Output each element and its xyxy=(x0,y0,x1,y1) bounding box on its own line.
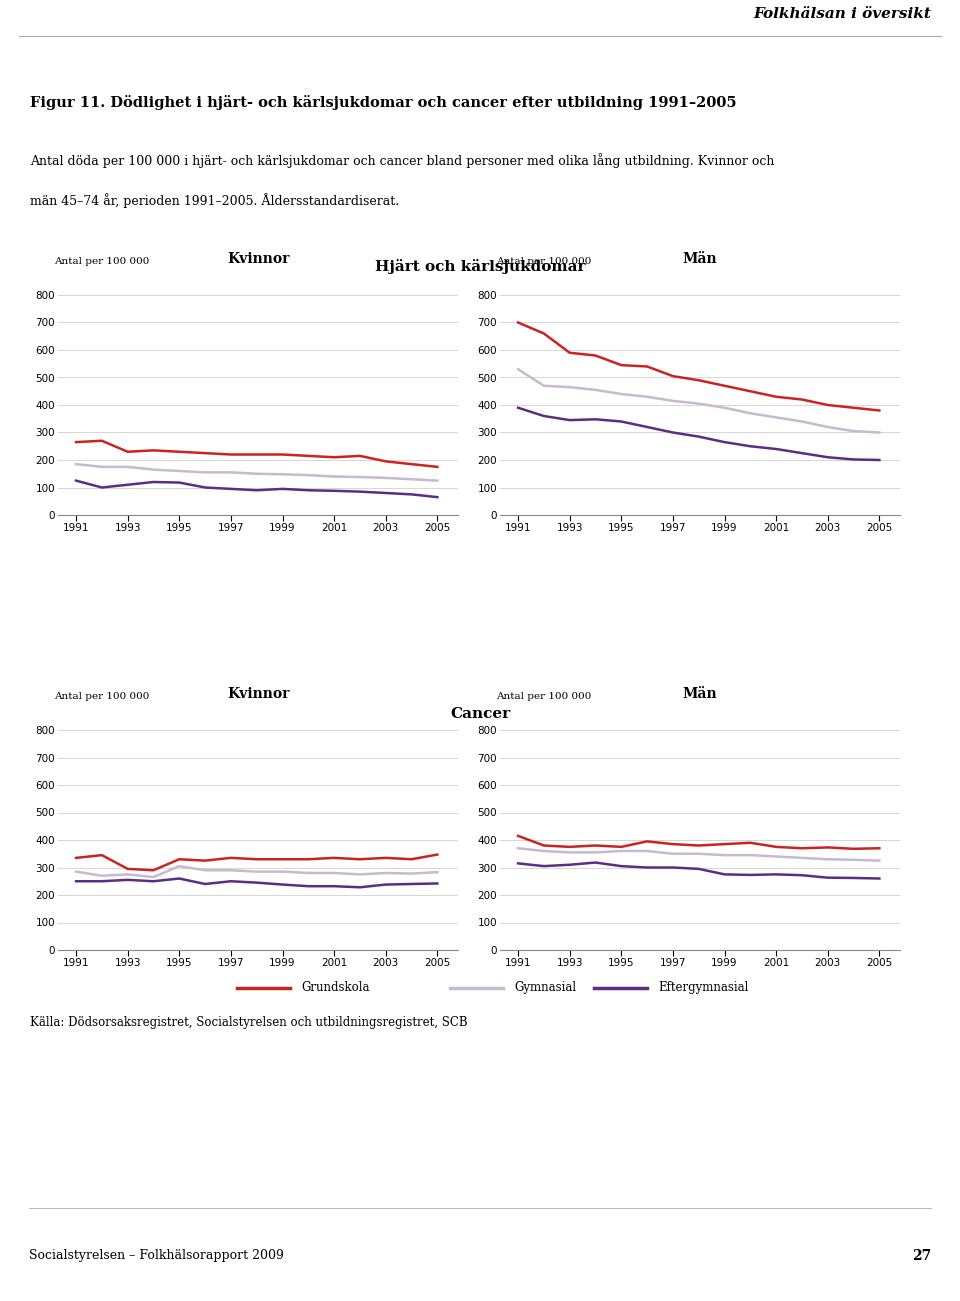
Text: Socialstyrelsen – Folkhälsorapport 2009: Socialstyrelsen – Folkhälsorapport 2009 xyxy=(29,1249,283,1262)
Text: Hjärt och kärlsjukdomar: Hjärt och kärlsjukdomar xyxy=(374,259,586,273)
Text: Antal per 100 000: Antal per 100 000 xyxy=(496,692,591,701)
Text: 27: 27 xyxy=(912,1249,931,1262)
Text: Antal per 100 000: Antal per 100 000 xyxy=(54,692,150,701)
Text: Män: Män xyxy=(683,252,717,267)
Text: Män: Män xyxy=(683,687,717,701)
Text: Folkhälsan i översikt: Folkhälsan i översikt xyxy=(754,8,931,21)
Text: Källa: Dödsorsaksregistret, Socialstyrelsen och utbildningsregistret, SCB: Källa: Dödsorsaksregistret, Socialstyrel… xyxy=(30,1016,468,1029)
Text: Kvinnor: Kvinnor xyxy=(227,687,289,701)
Text: Grundskola: Grundskola xyxy=(301,981,370,994)
Text: Antal döda per 100 000 i hjärt- och kärlsjukdomar och cancer bland personer med : Antal döda per 100 000 i hjärt- och kärl… xyxy=(30,154,775,168)
Text: Antal per 100 000: Antal per 100 000 xyxy=(54,258,150,267)
Text: Gymnasial: Gymnasial xyxy=(515,981,576,994)
Text: Kvinnor: Kvinnor xyxy=(227,252,289,267)
Text: Eftergymnasial: Eftergymnasial xyxy=(659,981,749,994)
Text: män 45–74 år, perioden 1991–2005. Åldersstandardiserat.: män 45–74 år, perioden 1991–2005. Ålders… xyxy=(30,194,399,208)
Text: Cancer: Cancer xyxy=(450,706,510,721)
Text: Antal per 100 000: Antal per 100 000 xyxy=(496,258,591,267)
Text: Figur 11. Dödlighet i hjärt- och kärlsjukdomar och cancer efter utbildning 1991–: Figur 11. Dödlighet i hjärt- och kärlsju… xyxy=(30,95,736,111)
